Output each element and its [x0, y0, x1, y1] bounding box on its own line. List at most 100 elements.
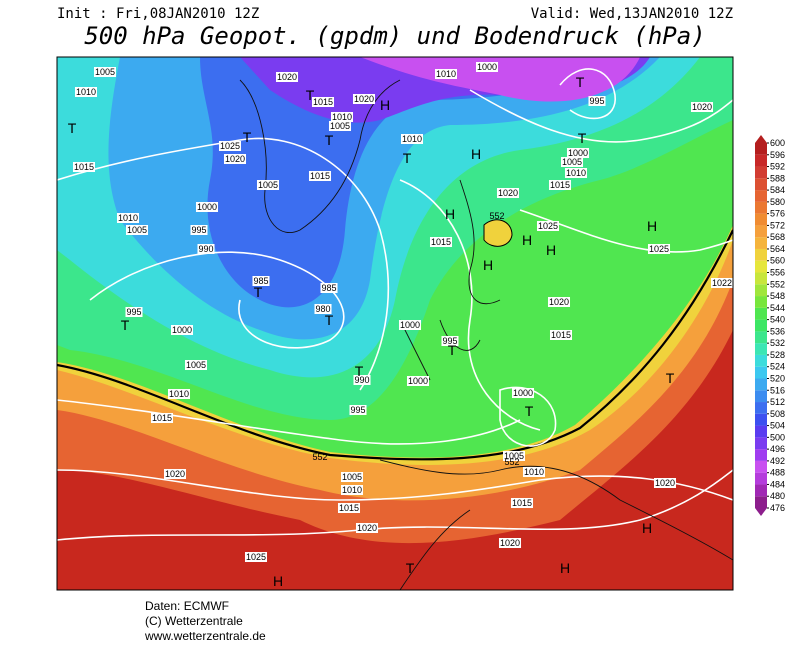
isobar-line: [57, 137, 390, 391]
isobar-label: 980: [315, 304, 330, 314]
isobar-label: 1025: [538, 221, 558, 231]
isobar-label-box: [690, 102, 714, 112]
colorbar-label: 532: [770, 338, 785, 348]
colorbar-label: 596: [770, 150, 785, 160]
colorbar-band: [755, 460, 767, 473]
colorbar-label: 576: [770, 209, 785, 219]
field-band: [360, 57, 640, 102]
pressure-center: H: [380, 97, 390, 113]
isobar-label-box: [167, 389, 191, 399]
isobar-label: 1015: [310, 171, 330, 181]
isobar-label-box: [352, 94, 376, 104]
colorbar-label: 560: [770, 256, 785, 266]
colorbar-band: [755, 307, 767, 320]
isobar-label: 1020: [500, 538, 520, 548]
isobar-label: 990: [198, 244, 213, 254]
isobar-label: 1010: [342, 485, 362, 495]
isobar-label-box: [328, 121, 352, 131]
isobar-label: 1000: [513, 388, 533, 398]
isobar-line: [57, 399, 521, 445]
colorbar-band: [755, 143, 767, 155]
colorbar-label: 584: [770, 185, 785, 195]
colorbar-band: [755, 472, 767, 485]
colorbar-band: [755, 178, 767, 191]
isobar-label-box: [330, 112, 354, 122]
coastline: [379, 459, 733, 590]
isobar-label: 1005: [127, 225, 147, 235]
colorbar-label: 496: [770, 444, 785, 454]
colorbar-label: 516: [770, 385, 785, 395]
colorbar-label: 524: [770, 362, 785, 372]
isobar-label: 1020: [655, 478, 675, 488]
coastline: [239, 79, 401, 233]
map: 1005101010151010100510009959909859859809…: [57, 57, 733, 590]
isobar-label-box: [511, 388, 535, 398]
isobar-label-box: [197, 244, 215, 254]
isobar-label-box: [244, 552, 268, 562]
isobar-label: 1000: [172, 325, 192, 335]
contour-label: 552: [504, 457, 519, 467]
isobar-label: 1005: [330, 121, 350, 131]
colorbar-label: 492: [770, 456, 785, 466]
isobar-label-box: [498, 538, 522, 548]
pressure-center: H: [483, 257, 493, 273]
isobar-line: [399, 179, 541, 431]
colorbar-label: 508: [770, 409, 785, 419]
isobar-label-box: [252, 276, 270, 286]
isobar-label-box: [398, 320, 422, 330]
pressure-center: T: [666, 370, 675, 386]
colorbar-label: 500: [770, 432, 785, 442]
colorbar-label: 588: [770, 173, 785, 183]
footer-line: Daten: ECMWF: [145, 599, 229, 613]
isobar-label: 1005: [258, 180, 278, 190]
colorbar-label: 552: [770, 279, 785, 289]
isobar-label-box: [441, 336, 459, 346]
isobar-label: 1022: [712, 278, 732, 288]
isobar-line: [469, 89, 733, 143]
pressure-center: H: [522, 232, 532, 248]
isobar-label: 1000: [197, 202, 217, 212]
pressure-center: T: [355, 363, 364, 379]
isobar-label: 995: [191, 225, 206, 235]
colorbar-band: [755, 378, 767, 391]
isobar-label: 995: [126, 307, 141, 317]
isobar-label-box: [496, 188, 520, 198]
colorbar-label: 572: [770, 220, 785, 230]
colorbar-label: 548: [770, 291, 785, 301]
isobar-label: 1020: [354, 94, 374, 104]
isobar-label-box: [653, 478, 677, 488]
pressure-center: T: [576, 74, 585, 90]
isobar-label: 1010: [76, 87, 96, 97]
isobar-label-box: [522, 467, 546, 477]
isobar-label-box: [72, 162, 96, 172]
isobar-label-box: [170, 325, 194, 335]
isobar-label: 1020: [549, 297, 569, 307]
isobar-label-box: [184, 360, 208, 370]
isobar-label-box: [510, 498, 534, 508]
colorbar-label: 544: [770, 303, 785, 313]
contour-552: [57, 229, 733, 461]
isobar-label-box: [256, 180, 280, 190]
isobar-label-box: [311, 97, 335, 107]
isobar-label-box: [475, 62, 499, 72]
isobar-label-box: [549, 330, 573, 340]
colorbar-label: 564: [770, 244, 785, 254]
colorbar-label: 600: [770, 138, 785, 148]
pressure-center: T: [525, 403, 534, 419]
pressure-center: H: [471, 146, 481, 162]
colorbar-band: [755, 413, 767, 426]
isobar-label-box: [429, 237, 453, 247]
pressure-center: H: [546, 242, 556, 258]
isobar-label: 1010: [402, 134, 422, 144]
isobar-label: 1000: [408, 376, 428, 386]
isobar-label: 1010: [566, 168, 586, 178]
contour-label: 552: [489, 211, 504, 221]
pressure-center: T: [578, 130, 587, 146]
warm-patch: [483, 219, 513, 247]
map-frame: [56, 56, 734, 591]
isobar-line: [89, 251, 345, 349]
pressure-center: T: [325, 132, 334, 148]
colorbar-band: [755, 343, 767, 355]
isobar-line: [57, 469, 733, 501]
